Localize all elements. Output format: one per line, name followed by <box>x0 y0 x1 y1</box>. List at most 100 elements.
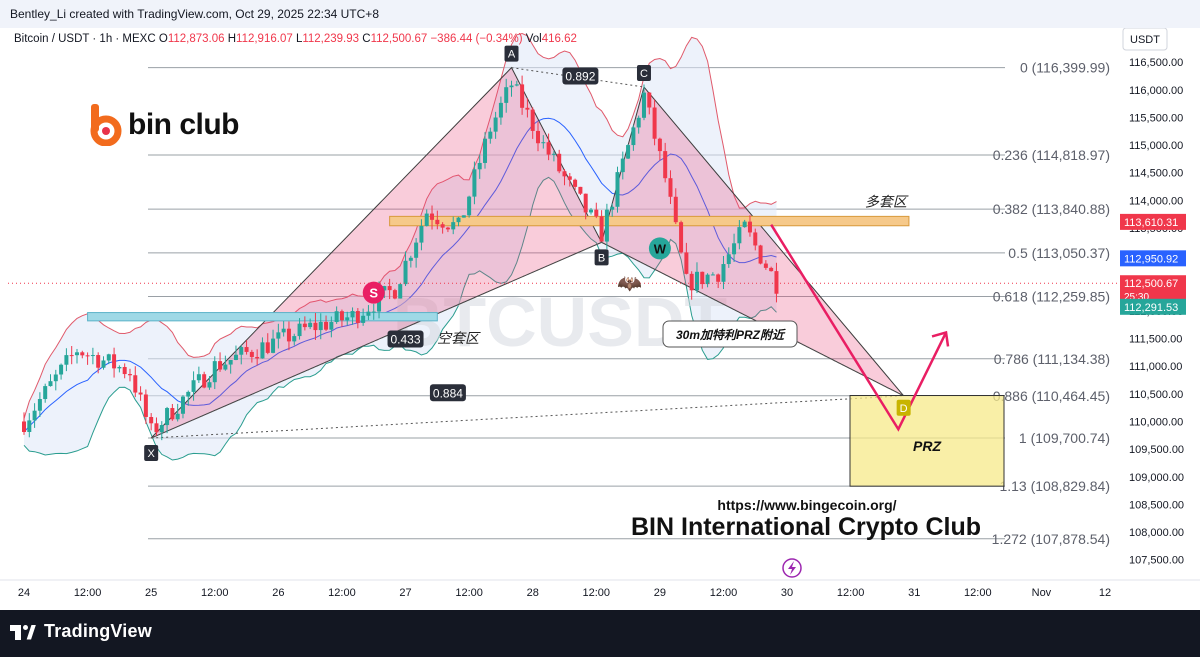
candle-body <box>668 178 673 197</box>
y-tick-label: 108,500.00 <box>1129 499 1184 511</box>
candle-body <box>64 355 69 365</box>
candle-body <box>138 392 143 395</box>
header-credit: Bentley_Li created with TradingView.com,… <box>10 7 379 21</box>
candle-body <box>477 162 482 170</box>
forecast-arrow-head <box>931 330 950 347</box>
candle-body <box>737 227 742 244</box>
candle-body <box>578 186 583 194</box>
point-tag-a: A <box>508 49 516 61</box>
candle-body <box>652 107 657 139</box>
x-tick-label: Nov <box>1032 587 1052 599</box>
header-bar: Bentley_Li created with TradingView.com,… <box>0 0 1200 28</box>
tradingview-logo[interactable]: TradingView <box>10 621 152 642</box>
candle-body <box>673 196 678 223</box>
candle-body <box>424 213 429 226</box>
point-tag-bg <box>594 249 609 266</box>
candle-body <box>483 138 488 163</box>
candle-body <box>233 354 238 360</box>
candle-body <box>249 351 254 357</box>
candle-body <box>498 102 503 118</box>
candle-body <box>461 215 466 218</box>
candle-body <box>371 311 376 313</box>
point-tag-d: D <box>900 403 908 415</box>
marker-s: S <box>369 286 378 301</box>
candle-body <box>721 264 726 282</box>
y-tick-label: 114,000.00 <box>1129 195 1183 207</box>
price-tag-bg <box>1120 213 1186 230</box>
candle-body <box>758 245 763 264</box>
price-tag: 112,291.53 <box>1124 302 1178 314</box>
price-chart[interactable]: 0 (116,399.99) 0.236 (114,818.97) 0.382 (1… <box>0 28 1200 610</box>
ratio-line-bd <box>601 241 904 397</box>
ratio-tag-bg <box>387 330 424 348</box>
x-tick-label: 25 <box>145 587 157 599</box>
candle-body <box>742 221 747 228</box>
candle-body <box>112 354 117 369</box>
ratio-tag-bg <box>562 67 599 85</box>
candle-body <box>583 193 588 213</box>
candle-body <box>53 374 58 382</box>
candle-body <box>456 217 461 223</box>
candle-body <box>705 274 710 285</box>
candle-body <box>435 219 440 225</box>
candle-body <box>133 375 138 393</box>
y-tick-label: 115,000.00 <box>1129 140 1183 152</box>
candle-body <box>610 206 615 210</box>
fib-label: 0.886 (110,464.45) <box>993 388 1110 404</box>
candle-body <box>48 381 53 387</box>
candle-body <box>398 284 403 299</box>
candle-body <box>149 416 154 424</box>
candle-body <box>763 263 768 268</box>
candle-body <box>106 354 111 361</box>
candle-body <box>419 225 424 243</box>
candle-body <box>361 315 366 323</box>
x-tick-label: 12:00 <box>328 587 356 599</box>
candle-body <box>180 396 185 414</box>
y-tick-label: 109,500.00 <box>1129 444 1184 456</box>
candle-body <box>292 336 297 342</box>
price-tag-bg <box>1120 250 1186 267</box>
y-tick-label: 116,500.00 <box>1129 57 1183 69</box>
x-tick-label: 12:00 <box>455 587 483 599</box>
candle-body <box>127 374 132 376</box>
candle-body <box>175 413 180 420</box>
tradingview-mark-icon <box>10 622 36 642</box>
candle-body <box>620 158 625 173</box>
candle-body <box>255 356 260 359</box>
fib-label: 0.5 (113,050.37) <box>1008 245 1110 261</box>
currency-badge[interactable] <box>1122 28 1168 51</box>
candle-body <box>43 386 48 400</box>
candle-body <box>684 252 689 274</box>
moving-average <box>23 117 777 433</box>
ratio-line-xd <box>151 395 904 439</box>
candle-body <box>117 366 122 369</box>
candle-body <box>74 352 79 356</box>
bat-icon: 🦇 <box>617 273 642 295</box>
x-tick-label: 26 <box>272 587 284 599</box>
candle-body <box>265 342 270 353</box>
fib-label: 0.786 (111,134.38) <box>994 351 1110 367</box>
candles <box>22 75 779 441</box>
candle-body <box>657 138 662 152</box>
candle-body <box>260 342 265 359</box>
lightning-icon[interactable] <box>782 558 802 578</box>
x-tick-label: 27 <box>399 587 411 599</box>
candle-body <box>297 323 302 337</box>
club-name-text: BIN International Crypto Club <box>631 513 981 541</box>
candle-body <box>530 109 535 131</box>
short-zone <box>87 312 438 322</box>
ratio-tag: 0.892 <box>565 69 595 83</box>
point-tag-b: B <box>598 252 605 264</box>
price-axis-bg <box>1120 28 1200 610</box>
ratio-tag-bg <box>429 384 466 402</box>
candle-body <box>557 153 562 172</box>
candle-body <box>504 87 509 103</box>
candle-body <box>59 364 64 375</box>
candle-body <box>514 84 519 86</box>
fib-label: 0.618 (112,259.85) <box>993 289 1110 305</box>
candle-body <box>22 421 26 432</box>
point-tag-bg <box>144 445 159 462</box>
candle-body <box>122 366 127 375</box>
y-tick-label: 110,500.00 <box>1129 389 1183 401</box>
y-tick-label: 109,000.00 <box>1129 472 1184 484</box>
